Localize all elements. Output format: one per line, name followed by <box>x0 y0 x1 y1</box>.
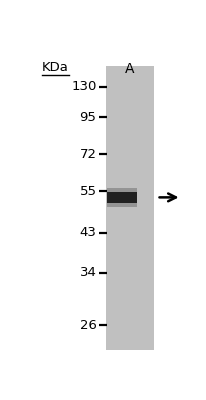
Bar <box>106 192 137 203</box>
Text: 95: 95 <box>79 111 96 124</box>
Bar <box>106 66 153 350</box>
Bar <box>106 188 137 207</box>
Text: 55: 55 <box>79 185 96 198</box>
Text: 34: 34 <box>79 266 96 279</box>
Text: 130: 130 <box>71 80 96 93</box>
Text: 72: 72 <box>79 148 96 161</box>
Text: A: A <box>124 62 133 76</box>
Text: 43: 43 <box>79 226 96 239</box>
Text: 26: 26 <box>79 319 96 332</box>
Text: KDa: KDa <box>42 61 68 74</box>
